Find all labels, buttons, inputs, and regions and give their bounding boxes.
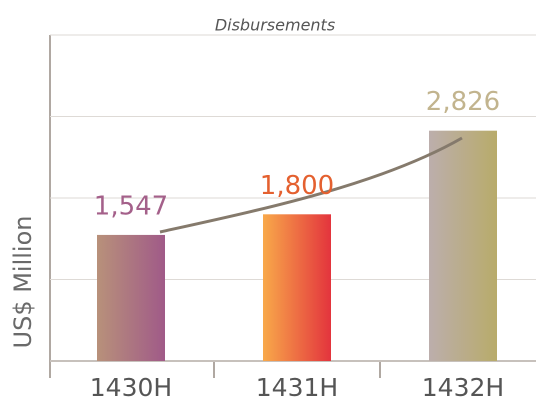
value-label: 1,547 [94, 191, 168, 221]
value-label: 2,826 [426, 87, 500, 117]
labels: 1430H 1,547 1431H 1,800 1432H 2,826 [90, 87, 504, 402]
bar [429, 130, 497, 361]
x-tick-label: 1432H [422, 373, 504, 402]
y-axis-label: US$ Million [9, 216, 37, 349]
x-tick-label: 1430H [90, 373, 172, 402]
x-tick-label: 1431H [256, 373, 338, 402]
bar [97, 234, 165, 361]
trend-curve [159, 136, 463, 234]
bars [97, 130, 497, 361]
value-label: 1,800 [260, 171, 334, 201]
chart-title: Disbursements [215, 16, 335, 35]
bar [263, 214, 331, 361]
